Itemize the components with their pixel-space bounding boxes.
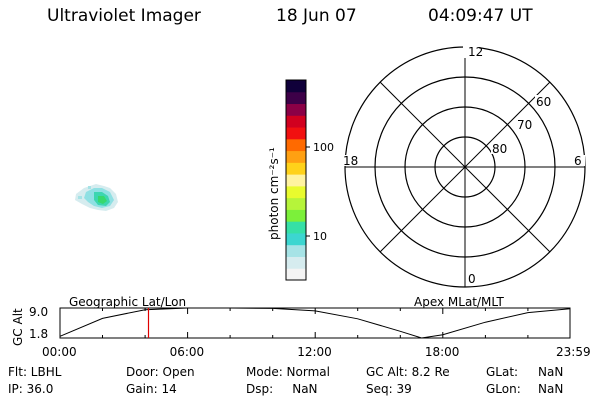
timeline-ticks [59,308,571,338]
door-status: Door: Open [126,365,195,379]
timeline-time-label: 00:00 [42,345,77,359]
timeline-time-label: 23:59 [556,345,591,359]
timeline-time-label: 18:00 [424,345,460,359]
timeline-ytick-bottom: 1.8 [29,327,48,341]
colorbar-swatch [286,244,306,257]
colorbar-swatches [286,80,306,281]
timeline-time-label: 06:00 [169,345,205,359]
ip-status: IP: 36.0 [8,382,54,396]
colorbar-frame [285,79,307,281]
colorbar-swatch [286,138,306,152]
polar-ring-label-80: 80 [492,142,507,156]
colorbar-tick-label-10: 10 [313,230,327,243]
colorbar-swatch [286,256,306,269]
polar-label-top: 12 [468,45,483,59]
timeline-left-title: Geographic Lat/Lon [69,295,187,309]
timeline-time-label: 12:00 [297,345,332,359]
glat-label: GLat: [486,365,519,379]
colorbar-swatch [286,221,306,234]
filter-status: Flt: LBHL [8,365,62,379]
colorbar-swatch [286,185,306,199]
colorbar-swatch [286,91,306,105]
emission-core [98,196,107,204]
polar-diagonal-2 [379,81,551,253]
polar-label-left: 18 [343,154,358,168]
date-label: 18 Jun 07 [276,6,357,26]
colorbar-swatch [286,268,306,281]
glat-value: NaN [538,365,564,379]
colorbar-swatch [286,115,306,128]
gc-alt-curve [59,307,571,339]
colorbar-swatch [286,174,306,187]
gain-status: Gain: 14 [126,382,177,396]
glon-value: NaN [538,382,564,396]
polar-plot: 12 18 6 0 60 70 80 [340,45,586,288]
seq-status: Seq: 39 [366,382,412,396]
colorbar: 100 10 photon cm⁻²s⁻¹ [267,79,334,281]
colorbar-swatch [286,103,306,116]
colorbar-tick-label-100: 100 [313,141,334,154]
timeline-chart: GC Alt 9.0 1.8 [11,305,571,346]
colorbar-swatch [286,127,306,140]
timeline-right-title: Apex MLat/MLT [414,295,504,309]
colorbar-swatch [286,162,306,175]
colorbar-swatch [286,150,306,163]
colorbar-unit-label-text: photon cm⁻²s⁻¹ [267,147,281,240]
colorbar-swatch [286,197,306,210]
instrument-title: Ultraviolet Imager [47,6,201,26]
colorbar-swatch [286,80,306,93]
polar-label-bottom: 0 [468,272,476,286]
mode-status: Mode: Normal [246,365,330,379]
polar-ring-label-60: 60 [536,95,551,109]
polar-label-right: 6 [574,154,582,168]
auroral-image [75,184,118,211]
polar-ring-label-70: 70 [517,118,532,132]
colorbar-swatch [286,232,306,246]
dsp-status: Dsp: NaN [246,382,318,396]
timeline-ylabel: GC Alt [11,308,25,346]
timeline-ytick-top: 9.0 [29,305,48,319]
time-label: 04:09:47 UT [428,6,533,26]
glon-label: GLon: [486,382,521,396]
gc-alt-status: GC Alt: 8.2 Re [366,365,450,379]
colorbar-swatch [286,209,306,222]
